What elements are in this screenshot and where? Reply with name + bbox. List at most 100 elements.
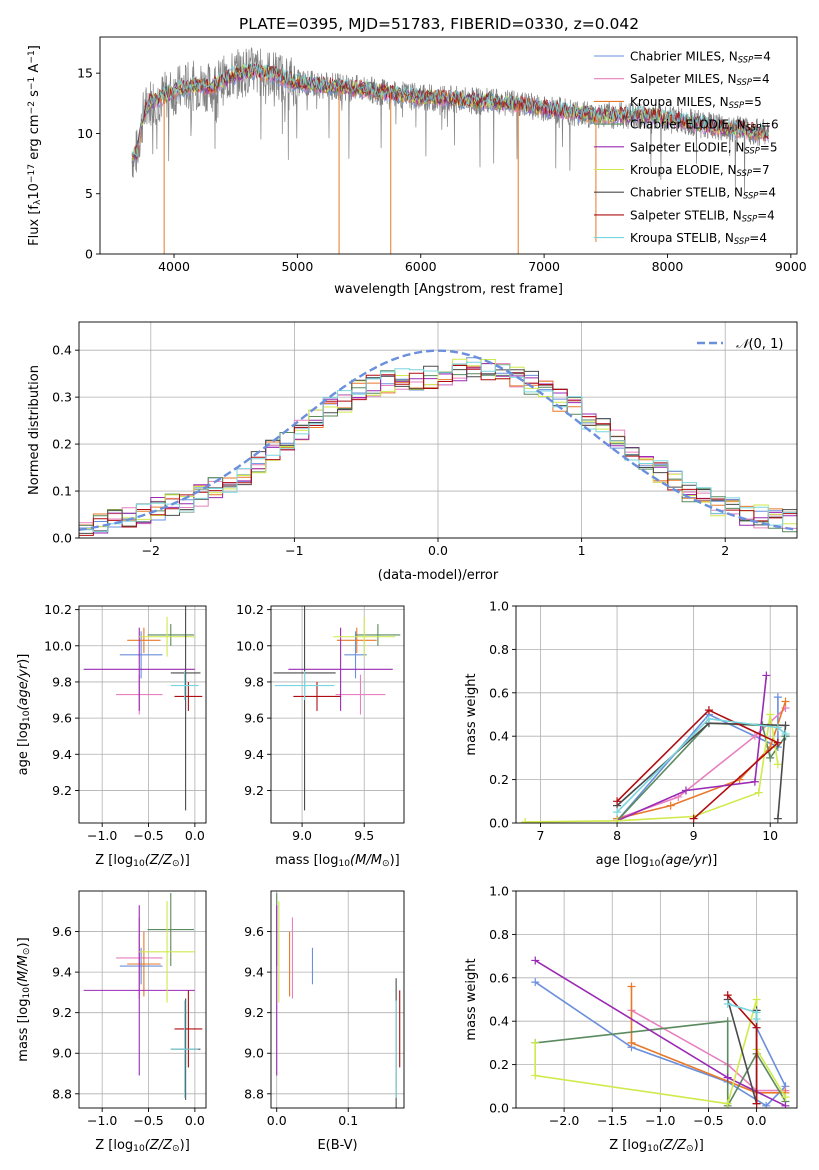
mass_weight_vs_age-marker bbox=[781, 721, 790, 730]
age_vs_Z-xlabel-part: 10 bbox=[133, 859, 145, 869]
mass_weight_vs_age-ytick-label: 0.4 bbox=[489, 729, 509, 744]
age_vs_Z-xlabel: Z [log10(Z/Z⊙)] bbox=[95, 853, 190, 869]
legend-label-sub: SSP bbox=[743, 191, 759, 201]
mass_weight_vs_Z-xtick-label: 0.0 bbox=[747, 1113, 767, 1128]
age_vs_Z-xtick-label: 0.0 bbox=[185, 828, 205, 843]
legend-label-sub: SSP bbox=[746, 123, 762, 133]
spectrum-lines bbox=[131, 47, 769, 254]
age_vs_Z-ytick-label: 9.8 bbox=[52, 674, 72, 689]
mass_weight_vs_age-marker bbox=[773, 738, 782, 747]
mass_vs_Z-ylabel-part: )] bbox=[16, 937, 31, 947]
mass_weight_vs_age-marker bbox=[754, 788, 763, 797]
mass_vs_Z-xtick-label: −1.0 bbox=[87, 1113, 117, 1128]
mass_weight_vs_Z-xlabel-part: )] bbox=[694, 1138, 704, 1153]
spectrum-xtick-label: 6000 bbox=[405, 259, 437, 274]
age_vs_mass-ytick-label: 9.6 bbox=[244, 711, 264, 726]
age_vs_Z-xtick-label: −1.0 bbox=[87, 828, 117, 843]
age_vs_mass-xlabel-part: (M/M bbox=[350, 853, 382, 868]
mass_weight_vs_Z-marker bbox=[762, 1101, 771, 1108]
mass_weight_vs_Z-xlabel: Z [log10(Z/Z⊙)] bbox=[609, 1138, 704, 1154]
mass_weight_vs_age-ytick-label: 0.2 bbox=[489, 772, 509, 787]
mass_weight_vs_Z-frame bbox=[515, 890, 798, 1109]
legend-label-sub: SSP bbox=[738, 55, 754, 65]
legend-label-text: Chabrier ELODIE, N bbox=[630, 118, 746, 132]
spectrum-xtick-label: 8000 bbox=[652, 259, 684, 274]
mass_weight_vs_Z-marker bbox=[531, 1071, 540, 1080]
mass_weight_vs_Z-marker bbox=[723, 1017, 732, 1026]
age_vs_mass-xlabel-part: mass [log bbox=[275, 853, 338, 868]
mass_weight_vs_age-xtick-label: 7 bbox=[537, 828, 545, 843]
legend-label-sub: SSP bbox=[744, 145, 760, 155]
age_vs_Z-xlabel-part: Z [log bbox=[95, 853, 133, 868]
mass_weight_vs_Z-marker bbox=[752, 1099, 761, 1108]
mass_weight_vs_age-marker bbox=[521, 817, 530, 823]
age_vs_mass-ytick-label: 9.4 bbox=[244, 747, 264, 762]
mass_vs_EBV-frame bbox=[270, 890, 405, 1109]
legend-label-sub: SSP bbox=[737, 168, 753, 178]
mass_weight_vs_Z-ylabel: mass weight bbox=[464, 958, 479, 1040]
spectrum-ytick-label: 0 bbox=[85, 247, 93, 262]
legend-label-sub: SSP bbox=[742, 213, 758, 223]
mass_vs_Z-xlabel-part: )] bbox=[180, 1138, 190, 1153]
mass_weight_vs_Z-marker bbox=[627, 982, 636, 991]
residual-histograms bbox=[79, 349, 797, 536]
spectrum-xtick-label: 4000 bbox=[158, 259, 190, 274]
spectrum-ylabel-part: −1 bbox=[27, 77, 37, 90]
mass_vs_Z-xtick-label: −0.5 bbox=[133, 1113, 163, 1128]
mass_weight_vs_Z-lines bbox=[531, 956, 790, 1108]
residuals-ytick-label: 0.2 bbox=[52, 437, 72, 452]
mass_weight_vs_Z-xtick-label: −1.5 bbox=[597, 1113, 627, 1128]
mass_weight_vs_age-ytick-label: 1.0 bbox=[489, 599, 509, 614]
legend-label: Salpeter STELIB, NSSP=4 bbox=[630, 208, 775, 223]
spectrum-ylabel-part: ] bbox=[27, 45, 42, 50]
mass_weight_vs_age-marker bbox=[704, 706, 713, 715]
mass_weight_vs_age-lines bbox=[521, 671, 790, 823]
mass_weight_vs_age-xtick-label: 8 bbox=[613, 828, 621, 843]
spectrum-ylabel-part: −1 bbox=[27, 50, 37, 63]
residuals-xtick-label: −2 bbox=[142, 543, 160, 558]
mass_weight_vs_age-series-line bbox=[525, 714, 779, 823]
age_vs_mass-ytick-label: 9.8 bbox=[244, 674, 264, 689]
legend-label-count: =7 bbox=[752, 163, 770, 177]
mass_vs_EBV-ytick-label: 9.2 bbox=[244, 1005, 264, 1020]
legend-label-text: Chabrier STELIB, N bbox=[630, 186, 743, 200]
mass_vs_EBV-points bbox=[276, 893, 401, 1108]
mass_weight_vs_Z-xtick-label: −1.0 bbox=[645, 1113, 675, 1128]
mass_vs_Z-xlabel-part: (Z/Z bbox=[145, 1138, 173, 1153]
age_vs_mass-ytick-label: 9.2 bbox=[244, 783, 264, 798]
legend-label-count: =5 bbox=[744, 95, 762, 109]
mass_vs_Z-xlabel-part: 10 bbox=[133, 1144, 145, 1154]
legend-label: Kroupa ELODIE, NSSP=7 bbox=[630, 163, 770, 178]
legend-label-text: Chabrier MILES, N bbox=[630, 50, 738, 64]
age_vs_Z-ylabel-part: 10 bbox=[22, 710, 32, 722]
mass_weight_vs_age-xlabel-part: )] bbox=[707, 853, 717, 868]
mass_weight_vs_Z-series-line bbox=[534, 981, 787, 1107]
legend-label-sub: SSP bbox=[737, 77, 753, 87]
age_vs_Z-ylabel-part: (age/yr bbox=[16, 662, 31, 710]
figure-title: PLATE=0395, MJD=51783, FIBERID=0330, z=0… bbox=[239, 15, 639, 33]
mass_vs_Z-ylabel-part: mass [log bbox=[16, 999, 31, 1062]
residuals-ylabel: Normed distribution bbox=[27, 365, 42, 495]
spectrum-ytick-label: 10 bbox=[77, 126, 93, 141]
mass_weight_vs_Z-marker bbox=[531, 956, 540, 965]
residuals-xtick-label: 1 bbox=[578, 543, 586, 558]
mass_weight_vs_age-xlabel-part: (age/yr bbox=[660, 853, 708, 868]
mass_vs_Z-ylabel-part: ⊙ bbox=[22, 947, 32, 955]
mass_weight_vs_Z-marker bbox=[531, 1038, 540, 1047]
mass_weight_vs_Z-marker bbox=[752, 995, 761, 1004]
mass_weight_vs_Z-ytick-label: 1.0 bbox=[489, 884, 509, 899]
age_vs_Z-frame bbox=[78, 605, 207, 824]
mass_weight_vs_age-marker bbox=[750, 777, 759, 786]
mass_vs_EBV-xtick-label: 0.1 bbox=[338, 1113, 358, 1128]
mass_vs_Z-ytick-label: 9.0 bbox=[52, 1046, 72, 1061]
mass_weight_vs_Z-xtick-label: −0.5 bbox=[693, 1113, 723, 1128]
spectrum-ylabel-part: A bbox=[27, 64, 42, 77]
mass_weight_vs_Z-marker bbox=[723, 991, 732, 1000]
spectrum-xtick-label: 7000 bbox=[528, 259, 560, 274]
legend-label-count: =4 bbox=[752, 72, 770, 86]
spectrum-ylabel-part: erg cm bbox=[27, 114, 42, 163]
legend-label: Chabrier STELIB, NSSP=4 bbox=[630, 186, 776, 201]
mass_vs_Z-xlabel: Z [log10(Z/Z⊙)] bbox=[95, 1138, 190, 1154]
